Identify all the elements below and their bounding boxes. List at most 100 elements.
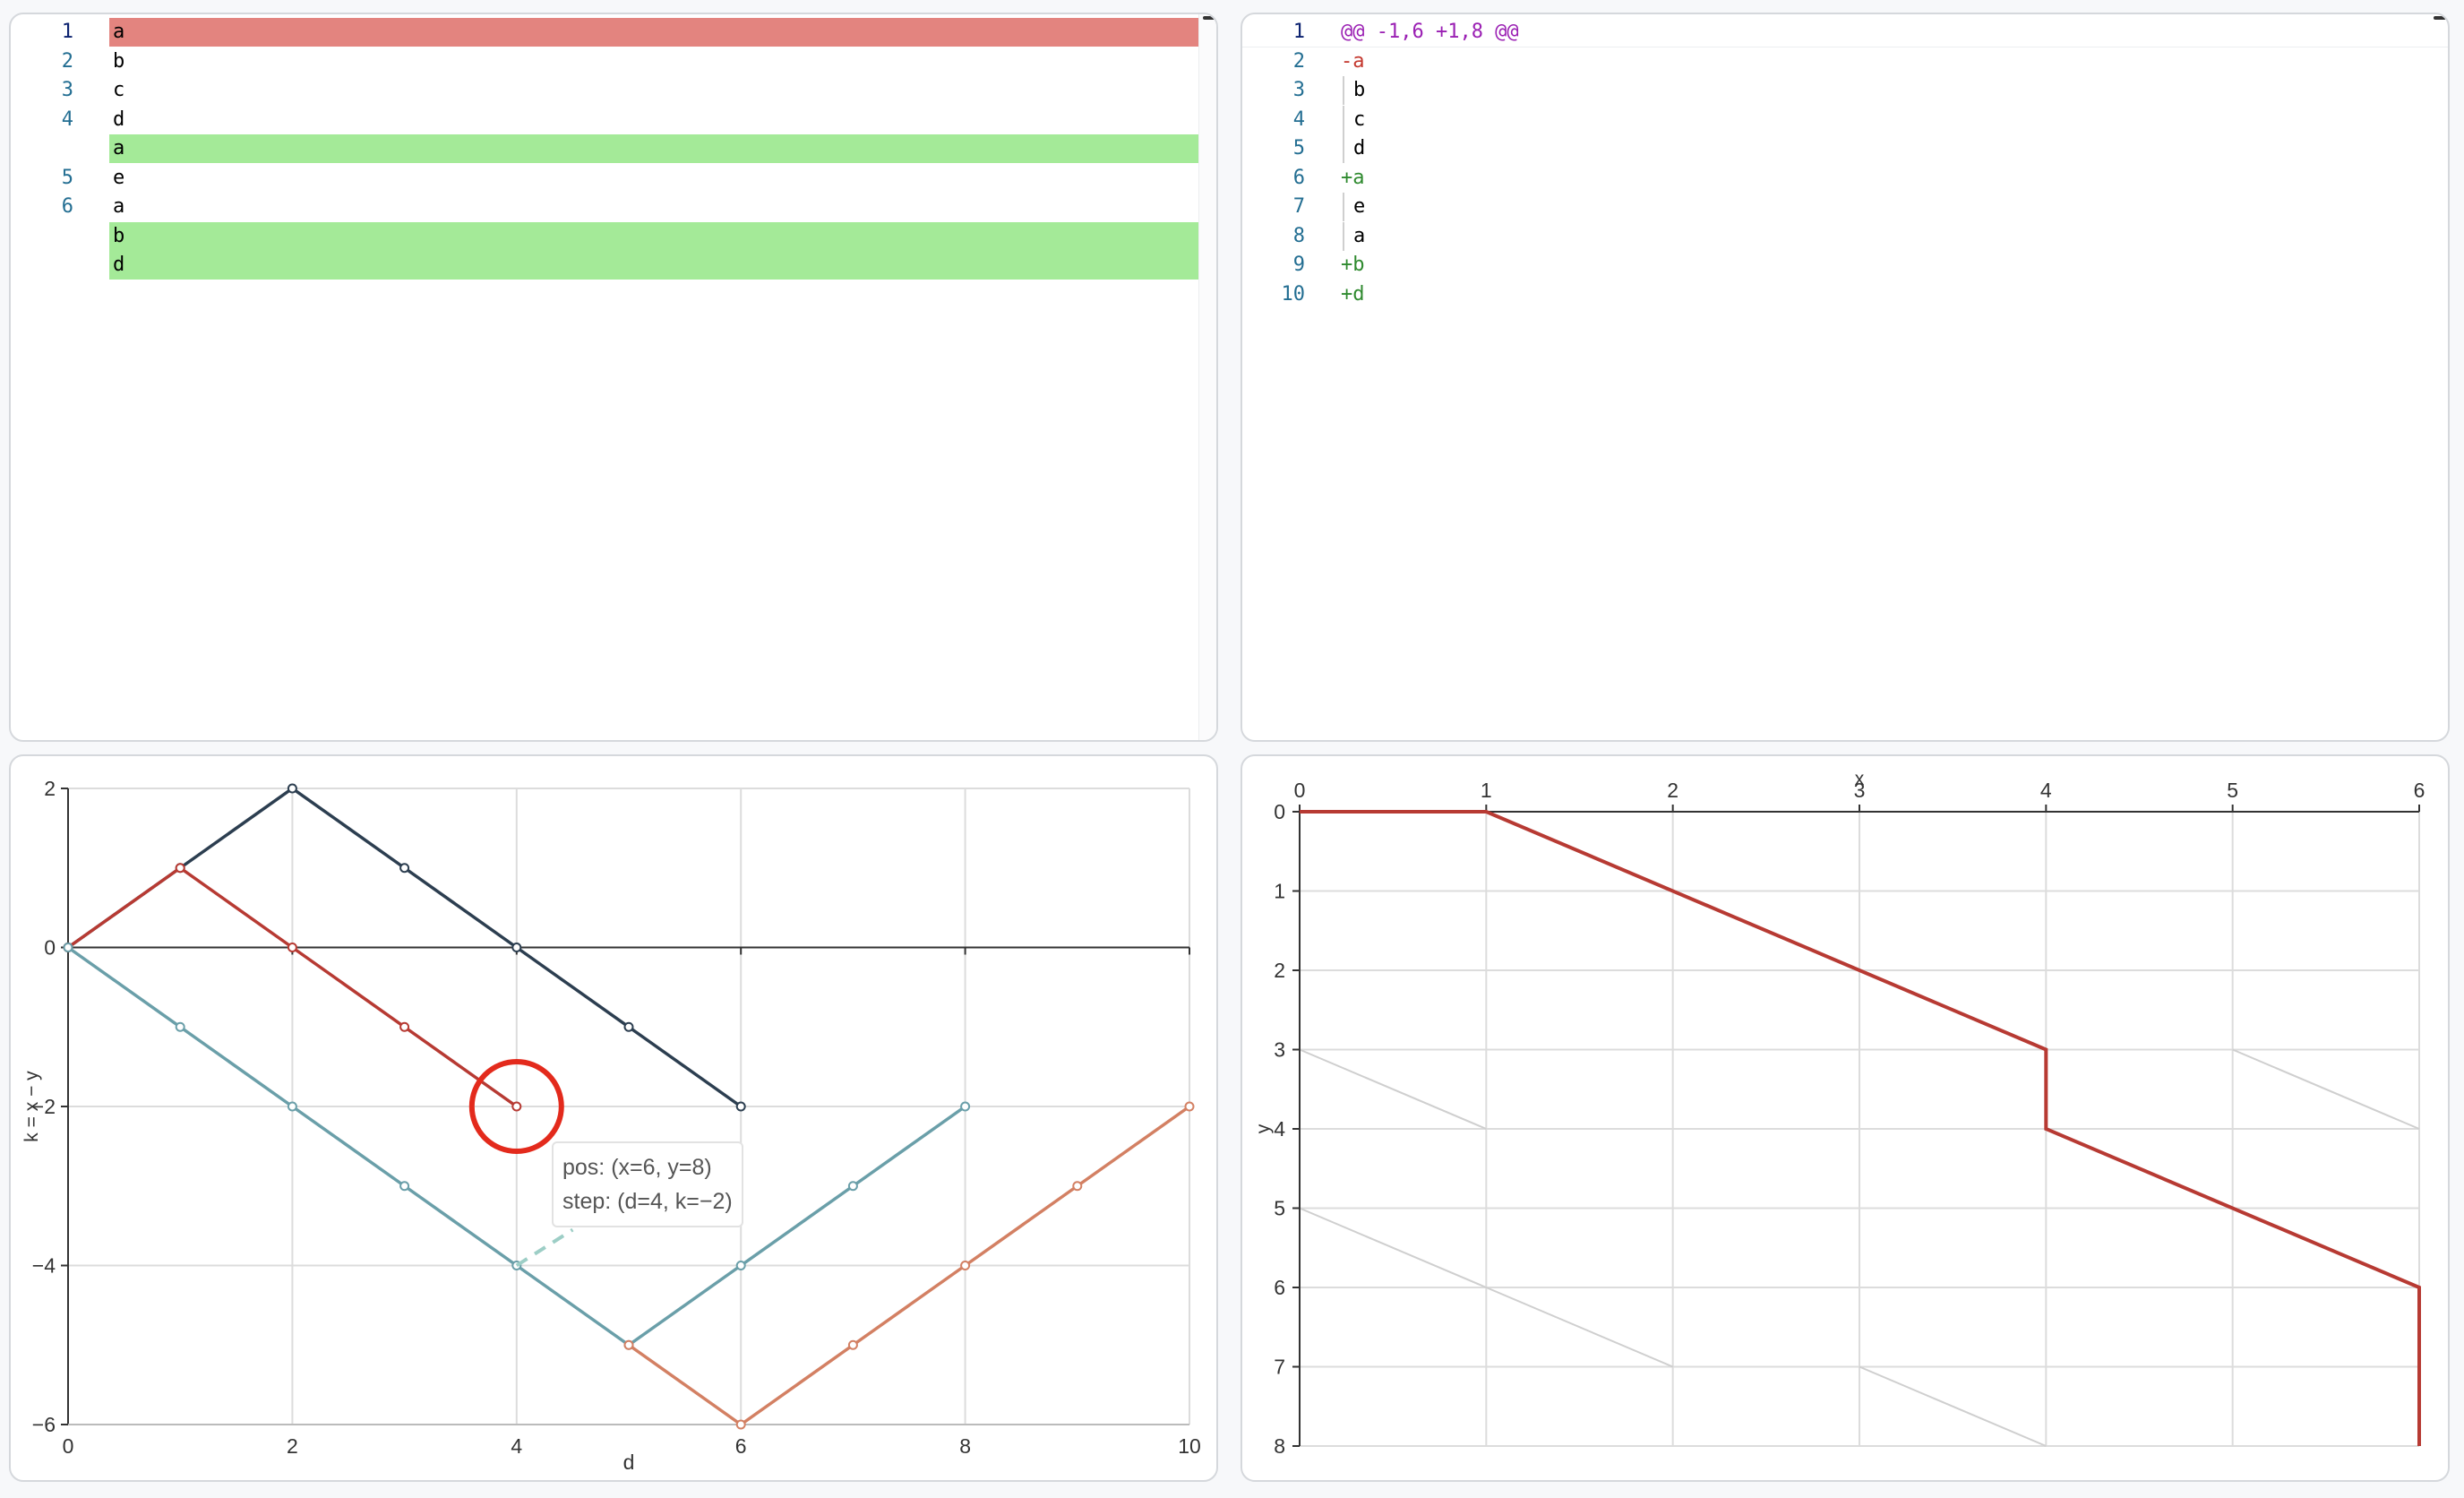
grid-path-chart-panel: 0 1 2 3 4 5 6 0 1 2 3 4 5 6 7 8 x y [1241, 754, 2450, 1482]
y-tick-label: 7 [1274, 1356, 1285, 1379]
y-tick-label: 4 [1274, 1117, 1285, 1141]
x-tick-label: 6 [2414, 779, 2425, 802]
line-number: 3 [61, 79, 73, 101]
context-guide [1343, 134, 1344, 163]
x-tick-label: 2 [1667, 779, 1678, 802]
data-point [399, 1021, 410, 1032]
diagonal-chart-panel: 0 2 4 6 8 10 2 0 −2 −4 −6 d k = x − y pos: (x=6, y=8… [9, 754, 1218, 1482]
line-number: 4 [61, 108, 73, 131]
line-text: a [113, 195, 125, 218]
data-point [847, 1339, 858, 1350]
diff-line[interactable]: 2 -a [1242, 47, 2448, 76]
line-text: b [113, 224, 125, 247]
data-point [847, 1181, 858, 1192]
line-text: +d [1341, 282, 1365, 306]
chart-tooltip: pos: (x=6, y=8) step: (d=4, k=−2) [552, 1141, 743, 1227]
line-number: 7 [1292, 195, 1305, 218]
diff-line[interactable]: 9 +b [1242, 251, 2448, 280]
line-text: @@ -1,6 +1,8 @@ [1341, 21, 1519, 43]
line-highlight [109, 18, 1198, 47]
data-point [511, 943, 522, 952]
line-number: 6 [1292, 166, 1305, 189]
line-text: b [1353, 79, 1366, 101]
scrollbar-thumb[interactable] [2434, 16, 2446, 20]
x-tick-label: 4 [2040, 779, 2052, 802]
line-number: 4 [1292, 108, 1305, 131]
data-point [511, 1101, 522, 1112]
data-point [287, 943, 297, 952]
diagonal-chart[interactable]: 0 2 4 6 8 10 2 0 −2 −4 −6 d k = x − y [11, 756, 1216, 1480]
left-editor-scrollbar[interactable] [1198, 14, 1216, 740]
series-line-3 [627, 1105, 1191, 1427]
line-number: 6 [61, 195, 73, 218]
data-point [399, 863, 410, 874]
y-tick-label: 1 [1274, 880, 1285, 903]
y-tick-label: −2 [32, 1095, 56, 1118]
context-guide [1343, 76, 1344, 105]
data-point [960, 1101, 971, 1112]
x-tick-label: 5 [2227, 779, 2238, 802]
diff-line[interactable]: 10 +d [1242, 280, 2448, 309]
line-highlight [109, 221, 1198, 251]
diagonal-edge [1485, 1287, 1674, 1368]
line-number: 2 [1292, 49, 1305, 73]
data-point [735, 1101, 746, 1112]
line-text: d [113, 108, 125, 131]
data-point [1184, 1101, 1195, 1112]
diagonal-edge [1859, 1365, 2047, 1447]
y-tick-label: −6 [32, 1413, 56, 1436]
y-tick-label: 5 [1274, 1197, 1285, 1220]
data-point [1072, 1181, 1083, 1192]
data-point [399, 1181, 410, 1192]
line-text: d [1353, 137, 1366, 159]
line-number: 9 [1292, 254, 1305, 276]
code-line[interactable]: a [11, 134, 1216, 163]
diff-line[interactable]: 1 @@ -1,6 +1,8 @@ [1242, 18, 2448, 47]
line-number: 1 [61, 21, 73, 43]
line-text: a [113, 137, 125, 159]
right-editor-scrollbar[interactable] [2430, 14, 2448, 740]
data-point [623, 1021, 634, 1032]
edit-path-line [1300, 810, 2421, 1446]
line-text: a [113, 21, 125, 43]
context-guide [1343, 193, 1344, 221]
data-point [960, 1261, 971, 1270]
line-text: e [1353, 195, 1366, 218]
x-tick-label: 1 [1481, 779, 1492, 802]
line-text: +b [1341, 254, 1365, 276]
right-editor-panel[interactable]: 1 @@ -1,6 +1,8 @@ 2 -a 3 b 4 c 5 d 6 +a 7 e 8 a 9 +b 10 +d [1241, 13, 2450, 742]
data-point [175, 863, 185, 874]
context-guide [1343, 105, 1344, 134]
x-tick-label: 3 [1854, 779, 1866, 802]
x-tick-label: 8 [959, 1434, 971, 1458]
x-tick-label: 0 [1294, 779, 1306, 802]
line-number: 3 [1292, 79, 1305, 101]
line-text: b [113, 49, 125, 73]
y-tick-label: 3 [1274, 1038, 1285, 1062]
y-tick-label: −4 [32, 1254, 56, 1278]
data-point [287, 1101, 297, 1112]
x-tick-label: 6 [735, 1434, 747, 1458]
code-line[interactable]: b [11, 221, 1216, 251]
code-line[interactable]: d [11, 251, 1216, 280]
data-point [287, 783, 297, 794]
diff-line[interactable]: 6 +a [1242, 164, 2448, 193]
tooltip-pos: pos: (x=6, y=8) [562, 1155, 712, 1180]
highlight-circle [468, 1059, 564, 1154]
grid-path-chart[interactable]: 0 1 2 3 4 5 6 0 1 2 3 4 5 6 7 8 x y [1242, 756, 2448, 1480]
line-text: +a [1341, 166, 1365, 189]
x-axis-title: x [1855, 769, 1865, 789]
scrollbar-thumb[interactable] [1203, 16, 1215, 20]
